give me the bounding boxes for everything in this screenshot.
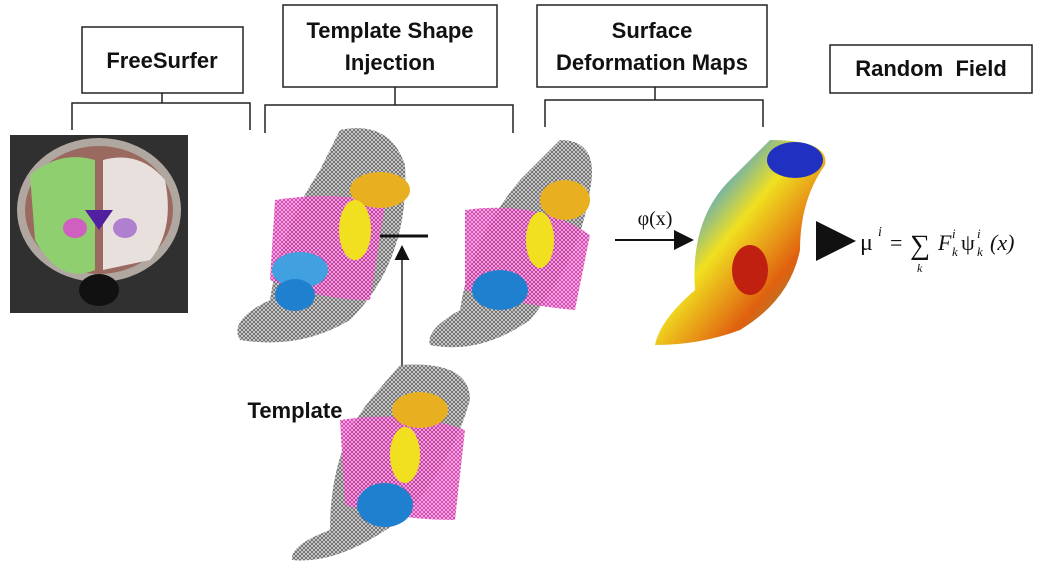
formula-symbol: (x)	[990, 230, 1014, 255]
formula: μ i = ∑ k F i k ψ i k (x)	[860, 225, 1014, 275]
formula-symbol: ψ	[961, 230, 975, 255]
stage-label: Random Field	[855, 56, 1007, 81]
bracket	[545, 87, 763, 127]
formula-symbol: k	[917, 261, 923, 275]
mesh-shape	[429, 140, 592, 347]
formula-symbol: i	[878, 225, 882, 240]
formula-symbol: i	[952, 226, 956, 241]
bracket	[265, 87, 513, 133]
formula-symbol: F	[937, 230, 952, 255]
diagram: FreeSurfer Template Shape Injection Surf…	[0, 0, 1041, 578]
map-arrow-label: φ(x)	[638, 208, 673, 230]
stage-label: Surface	[612, 18, 693, 43]
stage-label: Deformation Maps	[556, 50, 748, 75]
mesh-shape	[292, 364, 470, 560]
formula-symbol: μ	[860, 230, 873, 256]
mri-image	[10, 135, 188, 313]
formula-symbol: k	[952, 244, 958, 259]
stage-label: Template Shape	[306, 18, 473, 43]
formula-symbol: ∑	[910, 230, 930, 261]
stage-label: Injection	[345, 50, 435, 75]
stage-label: FreeSurfer	[106, 48, 218, 73]
formula-symbol: =	[890, 230, 902, 255]
formula-symbol: i	[977, 226, 981, 241]
deformation-map	[655, 140, 825, 345]
bracket	[72, 93, 250, 130]
formula-symbol: k	[977, 244, 983, 259]
template-label: Template	[248, 398, 343, 423]
